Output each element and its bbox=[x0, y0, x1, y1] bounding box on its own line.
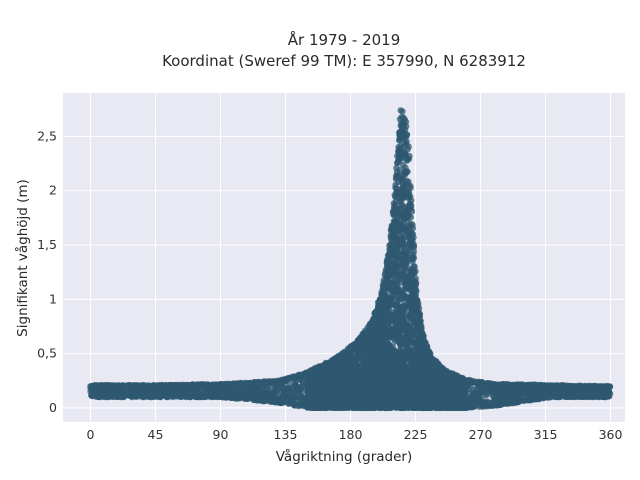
scatter-point bbox=[406, 313, 413, 321]
scatter-point bbox=[389, 333, 396, 340]
scatter-point bbox=[408, 197, 415, 204]
data-points bbox=[87, 107, 614, 412]
scatter-point bbox=[396, 116, 404, 123]
chart-title: År 1979 - 2019 bbox=[288, 30, 401, 49]
scatter-point bbox=[399, 219, 407, 226]
scatter-point bbox=[401, 139, 408, 146]
scatter-point bbox=[292, 386, 299, 393]
chart-subtitle: Koordinat (Sweref 99 TM): E 357990, N 62… bbox=[162, 52, 526, 70]
scatter-point bbox=[286, 381, 293, 388]
scatter-point bbox=[286, 388, 293, 395]
scatter-point bbox=[397, 197, 404, 204]
